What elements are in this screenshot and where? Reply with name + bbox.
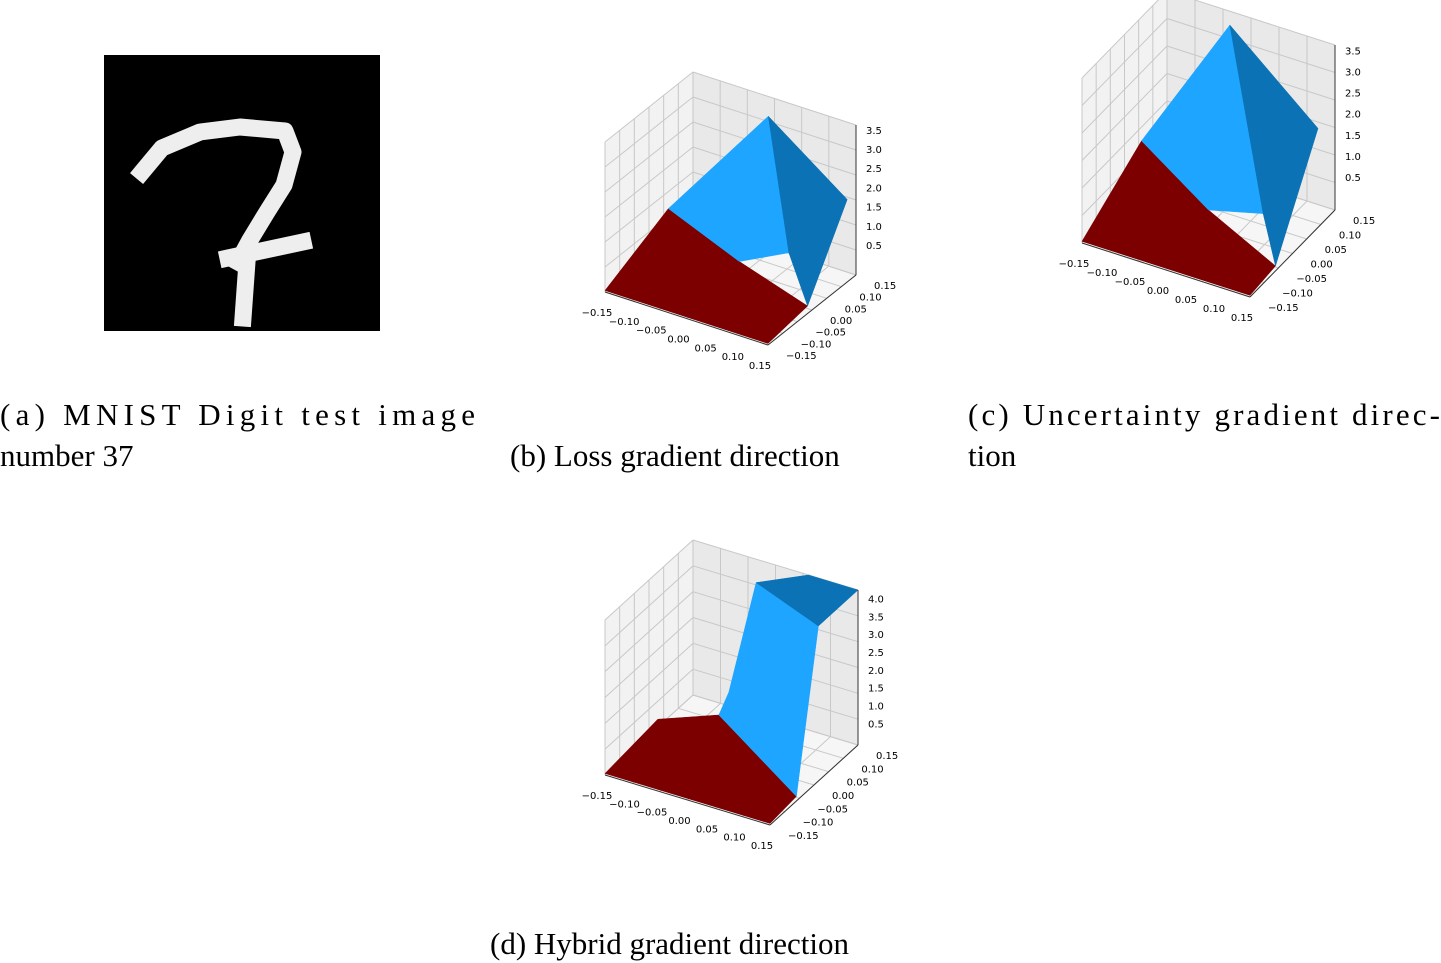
y-tick-label: −0.10 xyxy=(1282,289,1313,300)
axis-line xyxy=(769,744,859,826)
grid-line xyxy=(1081,0,1159,79)
grid-line xyxy=(604,71,694,143)
caption: tion xyxy=(968,438,1017,473)
z-tick-label: 2.5 xyxy=(868,648,884,659)
grid-line xyxy=(1081,18,1168,106)
z-tick-label: 3.0 xyxy=(1345,67,1361,78)
z-tick-label: 2.0 xyxy=(868,666,884,677)
y-tick-label: 0.00 xyxy=(830,316,852,327)
x-tick-label: −0.15 xyxy=(1059,259,1090,270)
x-tick-label: −0.05 xyxy=(637,808,668,819)
y-tick-label: −0.05 xyxy=(815,328,846,339)
z-tick-label: 0.5 xyxy=(868,719,884,730)
y-tick-label: −0.15 xyxy=(788,831,819,842)
y-tick-label: 0.05 xyxy=(845,304,867,315)
grid-line xyxy=(1193,0,1336,46)
grid-line xyxy=(604,96,694,168)
y-tick-label: 0.10 xyxy=(1339,231,1361,242)
z-tick-label: 3.0 xyxy=(866,145,882,156)
axis-line xyxy=(604,774,771,826)
y-tick-label: −0.15 xyxy=(1268,303,1299,314)
y-tick-label: −0.10 xyxy=(801,339,832,350)
grid-line xyxy=(604,539,694,621)
y-tick-label: −0.05 xyxy=(1296,274,1327,285)
y-tick-label: 0.10 xyxy=(859,293,881,304)
x-tick-label: 0.00 xyxy=(668,816,690,827)
surface-face xyxy=(767,115,848,307)
x-tick-label: 0.15 xyxy=(751,841,773,852)
x-tick-label: 0.05 xyxy=(696,824,718,835)
surface-plot: −0.15−0.10−0.050.000.050.100.15−0.15−0.1… xyxy=(1059,0,1375,324)
digit xyxy=(130,118,314,328)
surface-face xyxy=(1229,24,1319,267)
z-tick-label: 2.5 xyxy=(866,164,882,175)
z-tick-label: 3.5 xyxy=(1345,46,1361,57)
y-tick-label: 0.10 xyxy=(861,764,883,775)
y-tick-label: 0.00 xyxy=(1311,260,1333,271)
z-tick-label: 3.5 xyxy=(868,612,884,623)
x-tick-label: −0.15 xyxy=(582,308,613,319)
x-tick-label: 0.05 xyxy=(695,343,717,354)
grid-line xyxy=(1166,18,1336,73)
x-tick-label: 0.00 xyxy=(1147,286,1169,297)
surface-face xyxy=(604,208,809,344)
z-tick-label: 2.0 xyxy=(866,183,882,194)
z-tick-label: 1.5 xyxy=(1345,131,1361,142)
surface-face xyxy=(1081,140,1276,296)
grid-line xyxy=(604,565,694,647)
z-tick-label: 1.0 xyxy=(1345,152,1361,163)
surface-plot: −0.15−0.10−0.050.000.050.100.15−0.15−0.1… xyxy=(582,71,896,372)
axis-line xyxy=(767,274,857,346)
z-tick-label: 0.5 xyxy=(1345,173,1361,184)
x-tick-label: 0.10 xyxy=(722,352,744,363)
y-tick-label: −0.10 xyxy=(803,818,834,829)
axis-line xyxy=(1081,242,1251,298)
y-tick-label: 0.15 xyxy=(874,281,896,292)
x-tick-label: −0.10 xyxy=(609,799,640,810)
caption: (b) Loss gradient direction xyxy=(510,438,840,473)
caption: number 37 xyxy=(0,438,133,473)
digit-stroke xyxy=(130,118,302,274)
z-tick-label: 1.5 xyxy=(868,684,884,695)
x-tick-label: −0.10 xyxy=(609,317,640,328)
x-tick-label: −0.05 xyxy=(636,326,667,337)
z-tick-label: 2.0 xyxy=(1345,110,1361,121)
surface-plot: −0.15−0.10−0.050.000.050.100.15−0.15−0.1… xyxy=(582,539,898,852)
x-tick-label: 0.15 xyxy=(1231,313,1253,324)
z-tick-label: 2.5 xyxy=(1345,89,1361,100)
mnist-image xyxy=(104,55,380,331)
x-tick-label: 0.10 xyxy=(723,833,745,844)
y-tick-label: −0.05 xyxy=(817,804,848,815)
y-tick-label: 0.05 xyxy=(847,778,869,789)
digit-stroke xyxy=(233,252,257,328)
caption: (d) Hybrid gradient direction xyxy=(490,926,849,961)
axis-line xyxy=(1249,209,1336,298)
y-tick-label: −0.15 xyxy=(786,351,817,362)
y-tick-label: 0.15 xyxy=(876,751,898,762)
x-tick-label: 0.05 xyxy=(1175,295,1197,306)
z-tick-label: 4.0 xyxy=(868,595,884,606)
x-tick-label: −0.15 xyxy=(582,791,613,802)
y-tick-label: 0.05 xyxy=(1325,245,1347,256)
z-tick-label: 3.0 xyxy=(868,630,884,641)
z-tick-label: 1.0 xyxy=(868,701,884,712)
x-tick-label: 0.15 xyxy=(749,361,771,372)
x-tick-label: −0.05 xyxy=(1115,277,1146,288)
axis-line xyxy=(604,291,769,346)
y-tick-label: 0.15 xyxy=(1353,216,1375,227)
x-tick-label: 0.00 xyxy=(667,335,689,346)
grid-line xyxy=(692,71,857,126)
z-tick-label: 0.5 xyxy=(866,241,882,252)
caption: (c) Uncertainty gradient direc- xyxy=(968,397,1440,432)
z-tick-label: 1.0 xyxy=(866,222,882,233)
caption: (a) MNIST Digit test image xyxy=(0,397,475,432)
x-tick-label: 0.10 xyxy=(1203,304,1225,315)
y-tick-label: 0.00 xyxy=(832,791,854,802)
z-tick-label: 3.5 xyxy=(866,126,882,137)
z-tick-label: 1.5 xyxy=(866,203,882,214)
x-tick-label: −0.10 xyxy=(1087,268,1118,279)
